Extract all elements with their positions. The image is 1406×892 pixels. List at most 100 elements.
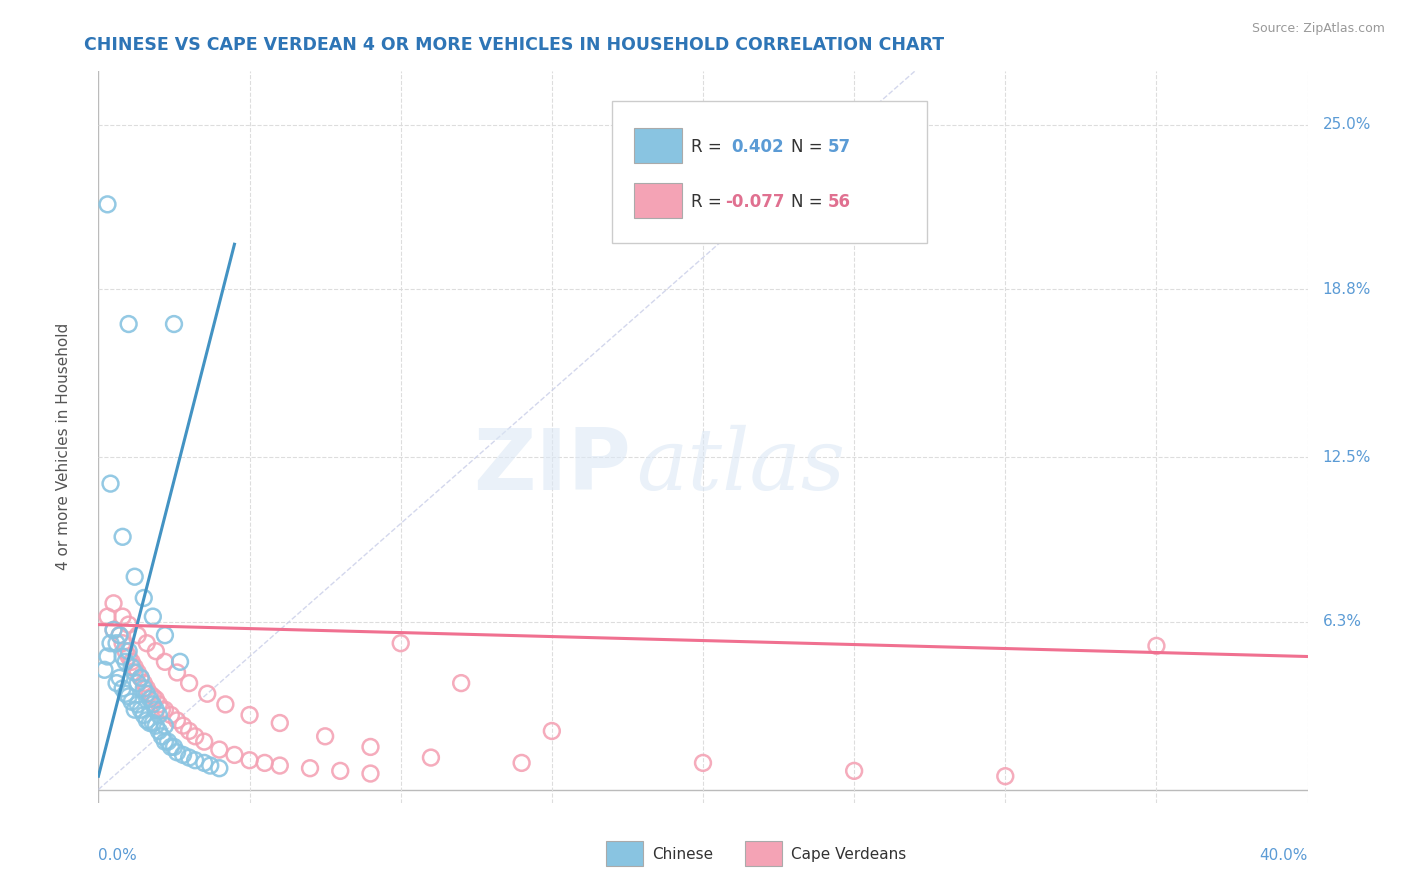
Point [179,676,201,690]
Point [111,681,134,696]
Point [142,690,165,704]
Point [139,692,162,706]
Point [314,729,336,743]
Text: 4 or more Vehicles in Household: 4 or more Vehicles in Household [56,322,70,570]
FancyBboxPatch shape [634,183,682,218]
Point [132,708,155,723]
Text: 18.8%: 18.8% [1323,282,1371,297]
Point [108,671,131,685]
Point [96,197,118,211]
Point [253,756,276,770]
Point [239,753,262,767]
FancyBboxPatch shape [634,128,682,163]
FancyBboxPatch shape [613,101,927,244]
Point [153,703,176,717]
Text: CHINESE VS CAPE VERDEAN 4 OR MORE VEHICLES IN HOUSEHOLD CORRELATION CHART: CHINESE VS CAPE VERDEAN 4 OR MORE VEHICL… [84,36,945,54]
Point [118,617,141,632]
Point [111,609,134,624]
Point [105,676,128,690]
Point [132,676,155,690]
Point [179,723,201,738]
FancyBboxPatch shape [745,841,782,866]
Point [118,644,141,658]
Point [114,644,136,658]
Point [145,703,167,717]
Point [450,676,472,690]
Point [360,739,382,754]
Point [129,671,152,685]
Point [510,756,533,770]
Text: 25.0%: 25.0% [1323,117,1371,132]
Point [121,695,143,709]
Point [118,649,141,664]
Point [142,609,165,624]
Point [103,623,125,637]
Point [200,758,222,772]
Point [540,723,562,738]
Point [124,703,146,717]
Text: R =: R = [690,193,727,211]
Point [135,714,157,728]
Text: 0.0%: 0.0% [98,848,138,863]
Text: ZIP: ZIP [472,425,630,508]
Point [844,764,866,778]
Point [224,747,246,762]
Point [184,753,207,767]
Point [114,655,136,669]
Point [160,708,183,723]
Point [111,530,134,544]
Point [114,687,136,701]
Point [127,628,149,642]
FancyBboxPatch shape [606,841,643,866]
Point [239,708,262,723]
Point [153,628,176,642]
Point [121,655,143,669]
Point [103,596,125,610]
Point [214,698,236,712]
Point [96,649,118,664]
Point [139,687,162,701]
Point [153,719,176,733]
Point [163,317,186,331]
Point [108,628,131,642]
Point [156,734,179,748]
Text: 0.402: 0.402 [731,137,783,156]
Point [150,729,173,743]
Point [148,698,170,712]
Point [179,750,201,764]
Point [145,692,167,706]
Point [172,747,194,762]
Point [172,719,194,733]
Point [360,766,382,780]
Point [135,687,157,701]
Point [148,723,170,738]
Point [166,714,188,728]
Point [129,671,152,685]
Point [166,665,188,680]
Point [142,716,165,731]
Point [208,742,231,756]
Point [93,663,115,677]
Point [124,570,146,584]
Point [118,690,141,704]
Point [195,687,218,701]
Text: 57: 57 [828,137,851,156]
Text: 40.0%: 40.0% [1260,848,1308,863]
Point [145,644,167,658]
Point [111,649,134,664]
Point [208,761,231,775]
Point [329,764,352,778]
Text: N =: N = [792,193,828,211]
Point [139,716,162,731]
Point [163,739,186,754]
Point [105,636,128,650]
Point [121,660,143,674]
Point [135,681,157,696]
Point [132,591,155,605]
Point [142,698,165,712]
Text: atlas: atlas [637,425,845,508]
Point [269,716,291,731]
Point [127,665,149,680]
Point [299,761,322,775]
Point [148,708,170,723]
